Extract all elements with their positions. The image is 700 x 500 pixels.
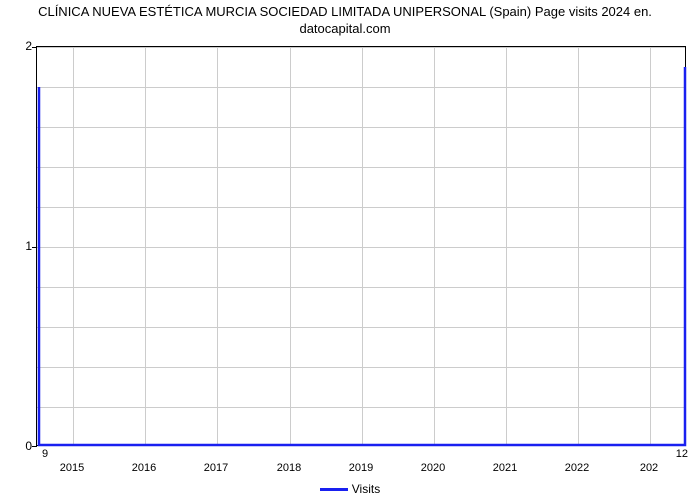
tick-mark [32, 446, 37, 447]
gridline-v [506, 47, 507, 445]
gridline-h [37, 367, 685, 368]
tick-mark [32, 247, 37, 248]
title-line1: CLÍNICA NUEVA ESTÉTICA MURCIA SOCIEDAD L… [38, 4, 652, 19]
gridline-v [362, 47, 363, 445]
x-tick-label: 2019 [349, 462, 373, 474]
gridline-v [73, 47, 74, 445]
chart-container: CLÍNICA NUEVA ESTÉTICA MURCIA SOCIEDAD L… [0, 0, 700, 500]
y-tick-label: 1 [25, 239, 32, 253]
x-tick-label: 2021 [493, 462, 517, 474]
x-tick-label: 2018 [277, 462, 301, 474]
gridline-h [37, 327, 685, 328]
x-tick-label: 2015 [60, 462, 84, 474]
gridline-v [650, 47, 651, 445]
gridline-h [37, 287, 685, 288]
x-tick-label: 2022 [565, 462, 589, 474]
x-tick-label: 2017 [204, 462, 228, 474]
chart-title: CLÍNICA NUEVA ESTÉTICA MURCIA SOCIEDAD L… [0, 4, 690, 38]
gridline-v [217, 47, 218, 445]
gridline-h [37, 247, 685, 248]
gridline-h [37, 127, 685, 128]
gridline-h [37, 207, 685, 208]
legend: Visits [0, 482, 700, 496]
x-tick-label: 202 [640, 462, 658, 474]
data-label-right: 12 [676, 448, 688, 460]
gridline-h [37, 47, 685, 48]
x-tick-label: 2016 [132, 462, 156, 474]
gridline-v [434, 47, 435, 445]
legend-label: Visits [352, 482, 380, 496]
x-tick-label: 2020 [421, 462, 445, 474]
gridline-h [37, 407, 685, 408]
legend-swatch [320, 488, 348, 491]
gridline-v [578, 47, 579, 445]
y-tick-label: 2 [25, 39, 32, 53]
gridline-h [37, 167, 685, 168]
tick-mark [32, 47, 37, 48]
title-line2: datocapital.com [299, 21, 390, 36]
y-tick-label: 0 [25, 439, 32, 453]
data-label-left: 9 [42, 448, 48, 460]
gridline-v [145, 47, 146, 445]
gridline-h [37, 87, 685, 88]
plot-area: 9 12 [36, 46, 686, 446]
gridline-v [290, 47, 291, 445]
